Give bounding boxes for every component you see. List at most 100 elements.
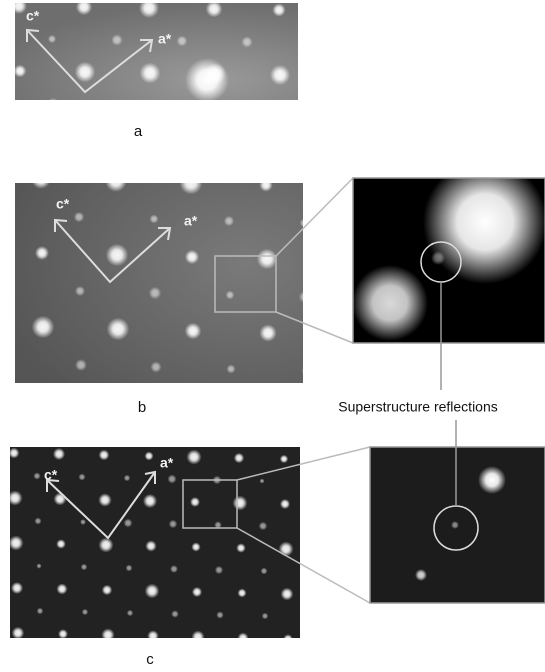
spot <box>261 612 269 620</box>
spot <box>144 583 160 599</box>
spot <box>259 324 277 342</box>
zoom-connectors <box>182 177 371 604</box>
spot <box>73 211 85 223</box>
spot <box>11 626 25 638</box>
spot <box>259 183 273 192</box>
spot <box>56 539 66 549</box>
rect-frames <box>352 177 545 604</box>
spot <box>75 359 87 371</box>
spot <box>178 101 188 111</box>
spot <box>80 519 86 525</box>
spot <box>75 3 93 16</box>
spot <box>53 492 67 506</box>
panel-label: b <box>138 399 146 416</box>
spot <box>298 291 303 303</box>
axis-label: c* <box>56 196 70 212</box>
spot <box>168 519 178 529</box>
spot <box>148 286 162 300</box>
spot <box>0 357 11 368</box>
spot <box>269 64 291 86</box>
spot <box>259 478 265 484</box>
spot <box>236 543 246 553</box>
spot <box>15 64 27 78</box>
panel-label: c <box>146 651 154 668</box>
spot <box>117 99 119 100</box>
spot <box>101 628 115 638</box>
spot <box>98 493 112 507</box>
spot <box>15 3 27 14</box>
spot <box>78 473 86 481</box>
spot <box>98 449 110 461</box>
spot <box>139 3 159 18</box>
spot <box>10 581 24 595</box>
diffraction-spots <box>15 3 291 111</box>
axis-label: a* <box>184 213 198 229</box>
spot <box>144 451 154 461</box>
axis-label: c* <box>44 467 58 483</box>
spot <box>47 34 57 44</box>
spot <box>190 497 200 507</box>
spot <box>123 518 133 528</box>
spot <box>147 630 159 638</box>
spot <box>74 61 96 83</box>
spot <box>10 490 23 506</box>
spot <box>150 361 162 373</box>
spot <box>74 285 86 297</box>
axis-arrows <box>26 28 172 540</box>
spot <box>260 567 268 575</box>
spot <box>280 587 294 601</box>
spot <box>272 3 286 17</box>
spot <box>214 565 224 575</box>
spot <box>171 610 179 618</box>
spot <box>225 290 235 300</box>
spot <box>283 634 293 638</box>
spot <box>185 58 229 100</box>
spot <box>303 478 310 485</box>
zoom-c-spots <box>415 466 506 581</box>
spot <box>145 540 157 552</box>
zoom-b-spots <box>353 178 545 341</box>
pointer-lines <box>440 282 457 506</box>
spot <box>106 317 130 341</box>
spot <box>111 34 123 46</box>
spot <box>258 521 268 531</box>
spot <box>301 367 303 375</box>
spot <box>125 564 133 572</box>
axis-label: a* <box>160 455 174 471</box>
spot <box>237 588 247 598</box>
spot <box>34 517 42 525</box>
panel-a-image <box>15 3 298 100</box>
spot <box>176 35 188 47</box>
spot <box>226 364 236 374</box>
panel-label: a <box>134 123 143 140</box>
spot <box>278 541 294 557</box>
spot <box>256 248 278 270</box>
spot <box>31 315 55 339</box>
spot <box>0 284 10 294</box>
spot <box>105 183 127 192</box>
spot <box>35 246 49 260</box>
spot <box>10 535 24 551</box>
spot <box>98 537 114 553</box>
spot <box>305 524 310 529</box>
spot <box>233 452 245 464</box>
spot <box>167 474 177 484</box>
spot <box>191 630 205 638</box>
spot <box>232 495 248 511</box>
spot <box>216 611 224 619</box>
spot <box>186 449 202 465</box>
spot <box>179 183 203 195</box>
annotation: Superstructure reflections <box>338 399 498 415</box>
spot <box>191 586 203 598</box>
spot <box>36 563 42 569</box>
spot <box>223 215 235 227</box>
axis-label: c* <box>26 8 40 24</box>
spot <box>126 609 134 617</box>
spot <box>123 474 131 482</box>
spot <box>33 472 41 480</box>
spot <box>279 454 289 464</box>
spot <box>241 36 253 48</box>
spot <box>48 97 58 100</box>
spot <box>105 243 129 267</box>
spot <box>10 447 20 459</box>
